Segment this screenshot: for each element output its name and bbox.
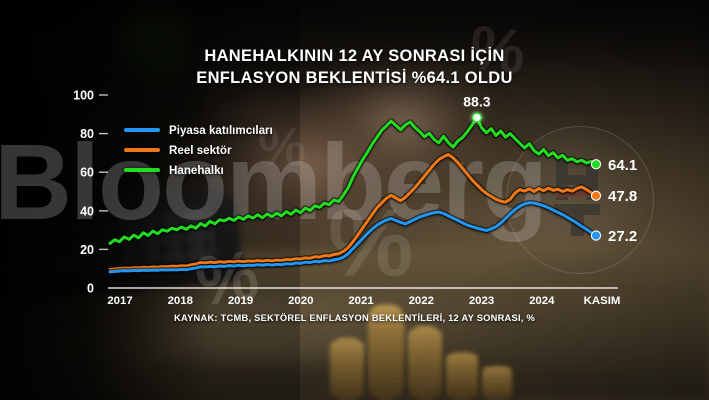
y-axis-tick-label: 20 (80, 243, 94, 257)
x-axis-tick-label: 2020 (288, 295, 313, 307)
end-value-label: 64.1 (608, 157, 637, 174)
end-value-label: 47.8 (608, 188, 637, 205)
series-line-reel-sekt-r (108, 152, 598, 271)
x-axis-tick-label: 2017 (107, 295, 132, 307)
annotation-layer: 64.1 47.8 27.2 88.3 (463, 94, 637, 245)
series-endpoint-dot (590, 159, 602, 170)
legend-swatch-orange (124, 148, 160, 152)
y-axis-ticks: 0 20 40 60 80 100 (73, 89, 108, 296)
percent-watermark: % (328, 190, 414, 297)
series-endpoint-dot (590, 190, 602, 201)
y-axis-tick-label: 100 (73, 89, 94, 103)
series-line-piyasa-kat-l-mc-lar- (108, 201, 598, 274)
x-axis-tick-label: 2019 (228, 295, 253, 307)
legend-swatch-green (124, 168, 160, 172)
x-axis: 2017 2018 2019 2020 2021 2022 2023 2024 KASIM (107, 287, 621, 307)
end-value-label: 27.2 (608, 228, 637, 245)
y-axis-tick-label: 0 (87, 282, 94, 296)
percent-watermark: % (258, 117, 307, 177)
legend-item-hanehalki[interactable]: Hanehalkı (124, 160, 273, 180)
x-axis-tick-label: 2024 (529, 295, 555, 307)
legend-label: Reel sektör (169, 143, 232, 157)
chart-legend: Piyasa katılımcıları Reel sektör Hanehal… (124, 120, 273, 180)
y-axis-tick-label: 80 (80, 127, 94, 141)
logo-lens-circle (506, 126, 654, 274)
x-axis-tick-label: 2021 (348, 295, 374, 307)
series-lines (107, 114, 599, 275)
legend-item-reel-sektor[interactable]: Reel sektör (124, 140, 273, 160)
x-axis-tick-label: KASIM (584, 295, 621, 307)
source-note: KAYNAK: TCMB, SEKTÖREL ENFLASYON BEKLENT… (174, 313, 535, 323)
legend-item-piyasa-katilimcilari[interactable]: Piyasa katılımcıları (124, 120, 273, 140)
legend-swatch-blue (124, 128, 160, 132)
series-endpoint-dot (590, 230, 602, 241)
page-title: HANEHALKININ 12 AY SONRASI İÇİN ENFLASYO… (0, 46, 709, 90)
series-line-hanehalk- (108, 116, 598, 245)
title-line-1: HANEHALKININ 12 AY SONRASI İÇİN (204, 47, 505, 65)
x-axis-tick-label: 2022 (409, 295, 434, 307)
y-axis-tick-label: 40 (80, 204, 94, 218)
x-axis-tick-label: 2018 (168, 295, 193, 307)
legend-label: Hanehalkı (169, 163, 224, 177)
peak-value-label: 88.3 (463, 94, 490, 110)
legend-label: Piyasa katılımcıları (169, 123, 273, 137)
y-axis-tick-label: 60 (80, 166, 94, 180)
peak-marker-dot (471, 112, 482, 123)
title-line-2: ENFLASYON BEKLENTİSİ %64.1 OLDU (196, 68, 513, 87)
x-axis-tick-label: 2023 (469, 295, 494, 307)
